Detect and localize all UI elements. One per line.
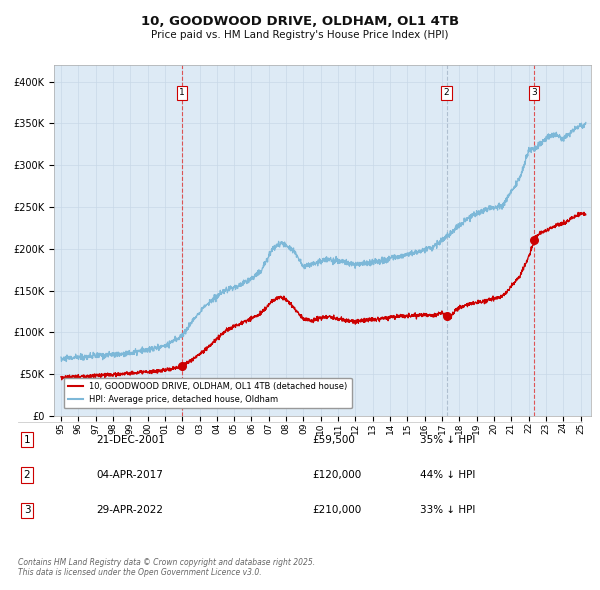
Text: 35% ↓ HPI: 35% ↓ HPI: [420, 435, 475, 444]
Text: 21-DEC-2001: 21-DEC-2001: [96, 435, 165, 444]
Text: 44% ↓ HPI: 44% ↓ HPI: [420, 470, 475, 480]
Text: 33% ↓ HPI: 33% ↓ HPI: [420, 506, 475, 515]
Text: £210,000: £210,000: [312, 506, 361, 515]
Text: 04-APR-2017: 04-APR-2017: [96, 470, 163, 480]
Text: 10, GOODWOOD DRIVE, OLDHAM, OL1 4TB: 10, GOODWOOD DRIVE, OLDHAM, OL1 4TB: [141, 15, 459, 28]
Text: 2: 2: [444, 88, 449, 97]
Text: 3: 3: [532, 88, 537, 97]
Text: 2: 2: [23, 470, 31, 480]
Text: 3: 3: [23, 506, 31, 515]
Text: Price paid vs. HM Land Registry's House Price Index (HPI): Price paid vs. HM Land Registry's House …: [151, 30, 449, 40]
Text: 29-APR-2022: 29-APR-2022: [96, 506, 163, 515]
Text: 1: 1: [23, 435, 31, 444]
Text: 1: 1: [179, 88, 185, 97]
Text: £120,000: £120,000: [312, 470, 361, 480]
Text: £59,500: £59,500: [312, 435, 355, 444]
Text: Contains HM Land Registry data © Crown copyright and database right 2025.
This d: Contains HM Land Registry data © Crown c…: [18, 558, 315, 577]
Legend: 10, GOODWOOD DRIVE, OLDHAM, OL1 4TB (detached house), HPI: Average price, detach: 10, GOODWOOD DRIVE, OLDHAM, OL1 4TB (det…: [64, 378, 352, 408]
